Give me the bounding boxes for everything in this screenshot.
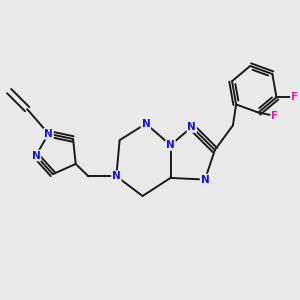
Text: N: N (32, 151, 40, 160)
Text: N: N (142, 119, 150, 129)
Text: N: N (188, 122, 196, 132)
Text: N: N (44, 129, 53, 139)
Text: F: F (271, 111, 278, 121)
Text: N: N (166, 140, 175, 150)
Text: N: N (112, 171, 121, 181)
Text: N: N (201, 175, 209, 184)
Text: F: F (291, 92, 298, 102)
